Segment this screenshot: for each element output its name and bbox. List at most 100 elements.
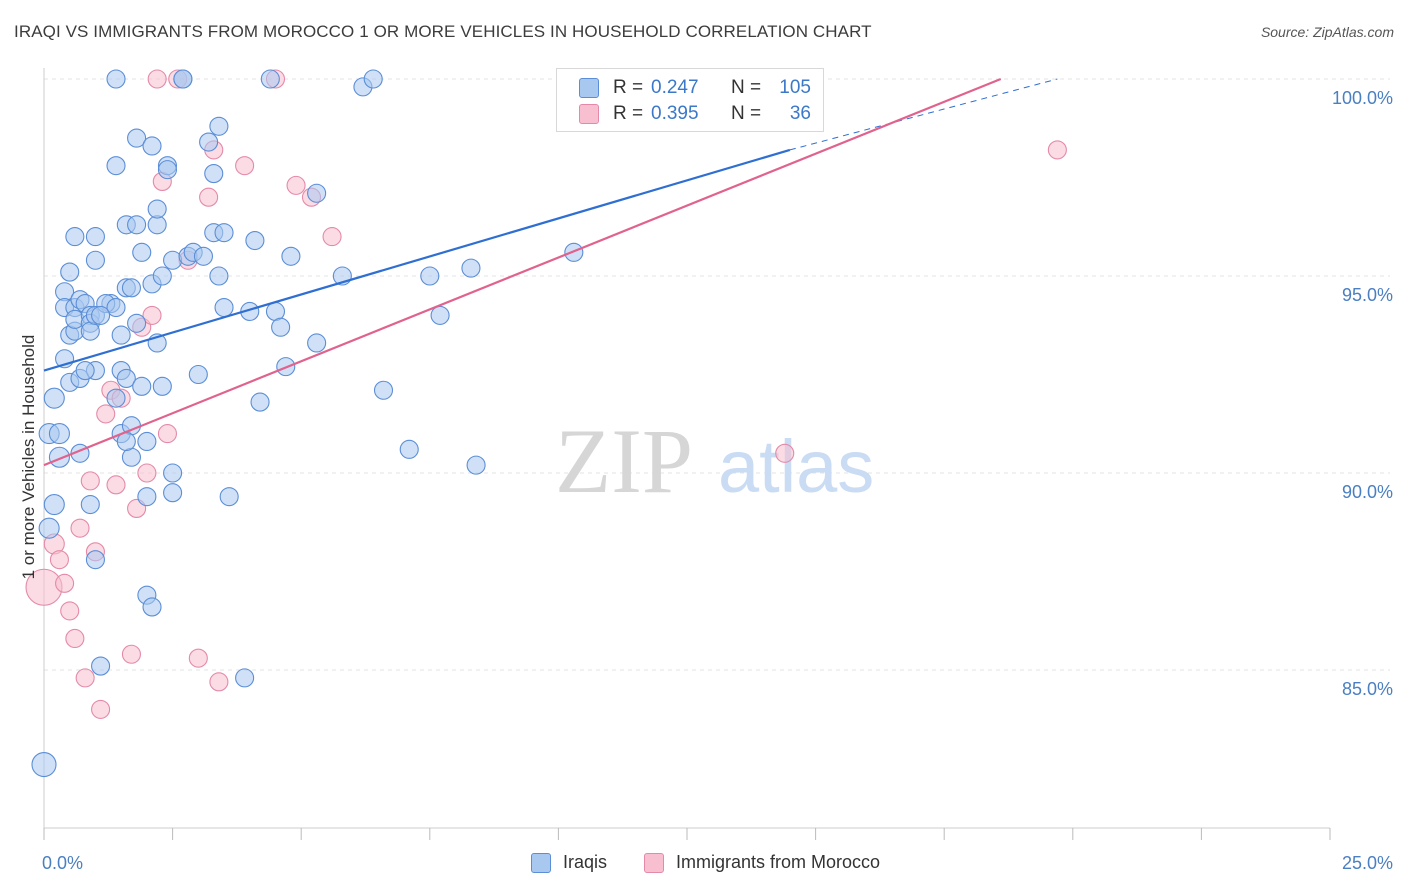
data-point-iraqis	[271, 317, 291, 337]
data-point-iraqis	[91, 656, 111, 676]
data-point-iraqis	[75, 361, 95, 381]
data-point-morocco	[55, 573, 75, 593]
data-point-iraqis	[121, 278, 141, 298]
data-point-morocco	[96, 404, 116, 424]
data-point-morocco	[775, 443, 795, 463]
data-point-iraqis	[214, 297, 234, 318]
stats-legend: R = 0.247 N = 105 R = 0.395 N = 36	[556, 68, 824, 132]
data-point-iraqis	[106, 388, 126, 408]
data-point-morocco	[121, 644, 141, 664]
watermark-atlas: atlas	[718, 425, 874, 508]
data-point-iraqis	[157, 160, 178, 180]
chart-title: IRAQI VS IMMIGRANTS FROM MOROCCO 1 OR MO…	[14, 22, 872, 41]
data-point-iraqis	[48, 446, 70, 468]
data-point-iraqis	[193, 246, 214, 266]
data-point-iraqis	[106, 297, 126, 318]
data-point-iraqis	[127, 313, 147, 333]
data-point-iraqis	[188, 364, 208, 385]
legend-swatch-blue	[579, 78, 599, 98]
trend-lines	[43, 77, 1058, 467]
data-point-iraqis	[363, 69, 383, 89]
data-point-iraqis	[399, 439, 419, 459]
data-point-iraqis	[209, 116, 229, 136]
data-point-iraqis	[38, 517, 60, 539]
data-point-iraqis	[91, 305, 111, 325]
y-axis-label: 1 or more Vehicles in Household	[19, 335, 38, 580]
data-point-morocco	[147, 69, 167, 89]
data-point-morocco	[70, 518, 90, 538]
data-point-iraqis	[142, 597, 162, 617]
legend-n-value: 36	[789, 103, 811, 124]
data-point-iraqis	[250, 392, 270, 412]
data-point-iraqis	[43, 493, 65, 516]
data-point-iraqis	[85, 227, 105, 247]
legend-n-value: 105	[779, 77, 811, 98]
data-point-iraqis	[420, 266, 440, 286]
data-point-morocco	[49, 550, 69, 570]
legend-row-morocco: R = 0.395 N = 36	[579, 101, 811, 127]
data-point-iraqis	[209, 266, 229, 286]
watermark: ZIP atlas	[555, 410, 874, 512]
series-morocco-points	[25, 69, 1067, 719]
data-point-morocco	[106, 475, 126, 495]
data-point-iraqis	[127, 215, 147, 235]
data-point-iraqis	[106, 69, 126, 89]
legend-label-morocco: Immigrants from Morocco	[676, 852, 881, 872]
data-point-iraqis	[142, 136, 162, 156]
legend-n-label: N =	[731, 103, 762, 124]
data-point-morocco	[157, 424, 178, 444]
data-point-iraqis	[245, 230, 265, 251]
data-point-iraqis	[132, 376, 152, 396]
data-point-iraqis	[214, 223, 234, 243]
data-point-iraqis	[31, 752, 57, 778]
data-point-iraqis	[65, 227, 85, 247]
watermark-zip: ZIP	[555, 410, 693, 512]
data-point-morocco	[209, 672, 229, 692]
data-point-morocco	[75, 668, 95, 688]
trend-line-morocco	[43, 77, 1002, 467]
data-point-iraqis	[85, 250, 105, 270]
data-point-morocco	[199, 187, 219, 207]
data-point-iraqis	[60, 262, 80, 282]
data-point-morocco	[235, 156, 255, 176]
data-point-iraqis	[235, 668, 255, 688]
data-point-iraqis	[307, 333, 327, 353]
trend-line-iraqis	[43, 148, 791, 372]
data-point-iraqis	[204, 164, 224, 184]
tick-labels: 85.0% 90.0% 95.0% 100.0% 0.0% 25.0%	[42, 88, 1393, 873]
data-point-iraqis	[307, 183, 327, 203]
data-point-iraqis	[132, 242, 152, 262]
data-point-iraqis	[43, 387, 65, 409]
legend-r-label: R =	[613, 77, 644, 98]
legend-row-iraqis: R = 0.247 N = 105	[579, 75, 811, 101]
legend-r-value: 0.247	[651, 77, 699, 98]
legend-n-label: N =	[731, 77, 762, 98]
data-point-iraqis	[80, 494, 100, 515]
data-point-morocco	[91, 699, 111, 719]
data-point-iraqis	[85, 550, 105, 570]
x-tick-label: 25.0%	[1342, 853, 1393, 873]
legend-r-value: 0.395	[651, 103, 699, 124]
x-tick-label: 0.0%	[42, 853, 83, 873]
data-point-morocco	[137, 463, 157, 483]
data-point-morocco	[286, 175, 306, 195]
data-point-iraqis	[137, 431, 157, 452]
y-tick-label: 95.0%	[1342, 285, 1393, 305]
data-point-morocco	[65, 628, 85, 649]
legend-item-morocco: Immigrants from Morocco	[644, 852, 880, 873]
y-tick-label: 85.0%	[1342, 679, 1393, 699]
data-point-morocco	[1047, 140, 1067, 160]
data-point-iraqis	[466, 455, 486, 475]
legend-swatch-morocco	[644, 852, 664, 873]
data-point-iraqis	[173, 69, 193, 89]
data-point-iraqis	[147, 199, 167, 219]
data-point-iraqis	[116, 368, 136, 388]
data-point-iraqis	[281, 246, 301, 266]
data-point-morocco	[188, 648, 208, 668]
data-point-iraqis	[199, 132, 219, 152]
data-point-iraqis	[152, 266, 172, 286]
data-point-iraqis	[48, 423, 70, 445]
y-tick-label: 90.0%	[1342, 482, 1393, 502]
axes	[43, 68, 1331, 840]
